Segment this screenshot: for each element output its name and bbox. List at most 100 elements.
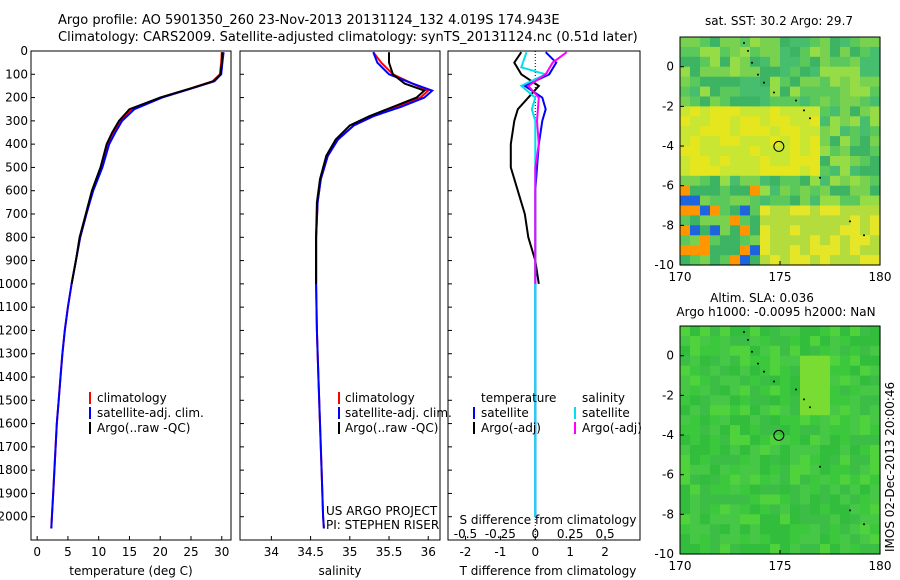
map-y-tick-label: -2 — [662, 388, 674, 402]
sal-legend-clim: climatology — [345, 391, 415, 405]
series-line-s-satellite — [519, 51, 549, 517]
map-cell — [860, 454, 871, 466]
map-cell — [730, 335, 741, 347]
map-cell — [840, 86, 851, 98]
map-cell — [780, 365, 791, 377]
map-cell — [800, 165, 811, 177]
map-cell — [820, 205, 831, 216]
map-cell — [720, 175, 731, 187]
map-cell — [690, 405, 701, 416]
map-cell — [710, 474, 721, 486]
map-cell — [730, 405, 741, 416]
map-cell — [730, 116, 741, 127]
map-cell — [870, 544, 881, 555]
map-cell — [840, 534, 851, 545]
map-cell — [860, 395, 871, 406]
map-cell — [780, 335, 791, 347]
map-cell — [860, 534, 871, 545]
map-cell — [680, 464, 691, 476]
y-tick-label: 1400 — [0, 370, 28, 384]
map-cell — [710, 225, 721, 236]
map-cell — [780, 156, 791, 167]
map-cell — [760, 474, 771, 486]
map-cell — [730, 235, 741, 246]
map-cell — [830, 126, 841, 137]
map-cell — [710, 514, 721, 525]
map-cell — [790, 146, 801, 157]
island-dot — [819, 465, 821, 468]
map-cell — [830, 46, 841, 58]
map-cell — [750, 345, 761, 357]
map-cell — [830, 235, 841, 246]
map-cell — [710, 165, 721, 177]
map-cell — [770, 106, 781, 117]
map-cell — [740, 37, 751, 48]
map-cell — [840, 464, 851, 476]
map-cell — [820, 454, 831, 466]
map-cell — [710, 255, 721, 266]
map-cell — [860, 96, 871, 107]
map-cell — [750, 544, 761, 555]
map-cell — [770, 484, 781, 496]
map-cell — [810, 136, 821, 147]
map-cell — [770, 544, 781, 555]
map-cell — [800, 116, 811, 127]
map-cell — [680, 37, 691, 48]
map-cell — [830, 484, 841, 496]
map-cell — [700, 484, 711, 496]
map-cell — [810, 56, 821, 68]
map-cell — [840, 37, 851, 48]
series-line-satellite-adj — [50, 52, 225, 529]
map-cell — [690, 494, 701, 505]
map-cell — [790, 116, 801, 127]
map-cell — [820, 46, 831, 58]
map-cell — [760, 175, 771, 187]
map-cell — [710, 195, 721, 207]
map-cell — [790, 235, 801, 246]
map-cell — [730, 215, 741, 226]
map-cell — [840, 245, 851, 256]
sal-legend-sat: satellite-adj. clim. — [345, 406, 452, 420]
x-tick-label: 34 — [264, 545, 279, 559]
series-line-s-argo — [526, 51, 568, 284]
map-cell — [720, 66, 731, 78]
map-cell — [710, 215, 721, 226]
map-cell — [730, 464, 741, 476]
map-cell — [770, 415, 781, 426]
map-cell — [690, 106, 701, 117]
map-cell — [690, 136, 701, 147]
map-cell — [830, 494, 841, 505]
map-cell — [760, 514, 771, 525]
map-cell — [860, 494, 871, 505]
map-cell — [790, 106, 801, 117]
map-cell — [790, 395, 801, 406]
y-tick-label: 2000 — [0, 510, 28, 524]
map-cell — [800, 504, 811, 515]
map-cell — [820, 326, 831, 337]
map-cell — [810, 205, 821, 216]
map-cell — [730, 395, 741, 406]
map-cell — [830, 365, 841, 377]
map-cell — [750, 375, 761, 387]
map-cell — [730, 175, 741, 187]
map-cell — [750, 494, 761, 505]
map-cell — [860, 215, 871, 226]
map-cell — [760, 405, 771, 416]
diff-legend-title-salinity: salinity — [582, 391, 625, 405]
series-line-satellite-adj — [315, 51, 435, 529]
map-cell — [720, 156, 731, 167]
map-cell — [780, 425, 791, 436]
map-cell — [800, 474, 811, 486]
map-cell — [720, 86, 731, 98]
map-cell — [730, 225, 741, 236]
map-cell — [710, 96, 721, 107]
map-cell — [780, 514, 791, 525]
island-dot — [743, 330, 745, 333]
map-cell — [850, 504, 861, 515]
series-line-t-satellite — [522, 51, 558, 517]
island-dot — [747, 338, 749, 341]
y-tick-label: 1800 — [0, 463, 28, 477]
map-y-tick-label: -10 — [654, 547, 674, 561]
float-position-marker — [773, 429, 785, 441]
map-cell — [780, 245, 791, 256]
